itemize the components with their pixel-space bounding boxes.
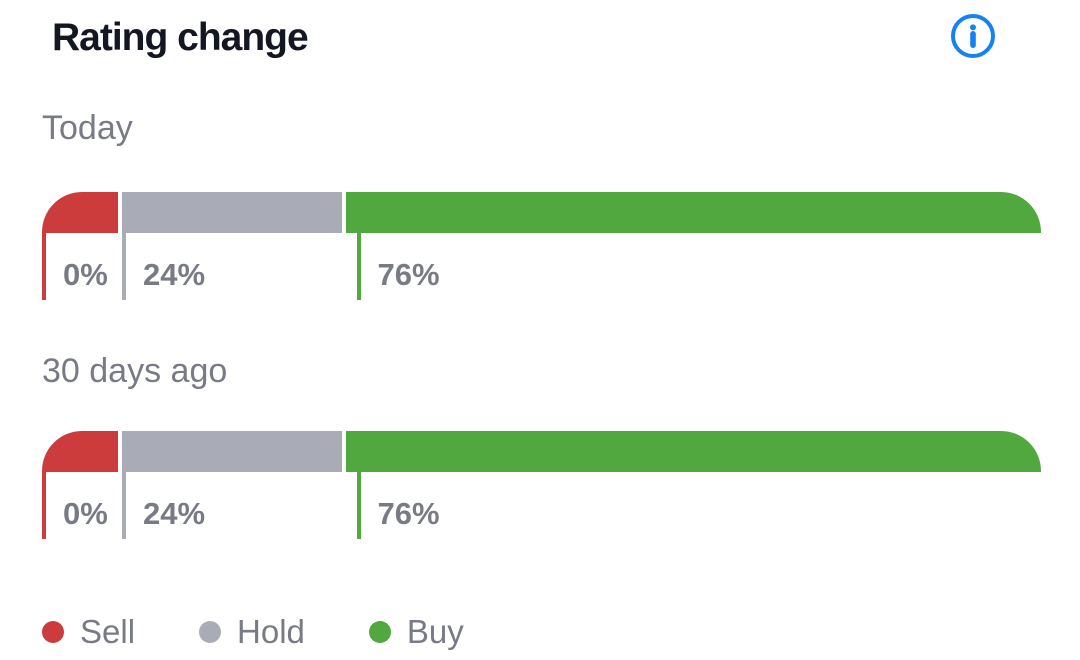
buy-dot-icon <box>368 621 391 643</box>
legend-item-hold: Hold <box>199 613 305 651</box>
legend-label-buy: Buy <box>406 613 464 650</box>
info-button[interactable] <box>949 12 997 60</box>
hold-dot-icon <box>199 621 222 643</box>
period-label-30-days-ago: 30 days ago <box>42 352 228 390</box>
hold-percent-label: 24% <box>122 233 353 300</box>
legend-label-sell: Sell <box>80 613 136 650</box>
legend: Sell Hold Buy <box>42 613 1041 651</box>
period-label-today: Today <box>42 109 133 147</box>
rating-bar-30-days-ago <box>42 431 1041 472</box>
legend-label-hold: Hold <box>237 613 305 650</box>
buy-segment <box>345 192 1041 233</box>
sell-segment <box>42 192 118 233</box>
buy-percent-label: 76% <box>356 472 1041 539</box>
legend-item-sell: Sell <box>42 613 135 651</box>
buy-percent-label: 76% <box>356 233 1041 300</box>
sell-percent-label: 0% <box>42 233 118 300</box>
widget-header: Rating change <box>42 14 1041 62</box>
rating-bar-today <box>42 192 1041 233</box>
hold-segment <box>122 431 342 472</box>
hold-segment <box>122 192 342 233</box>
sell-percent-label: 0% <box>42 472 118 539</box>
rating-bar-today-labels: 0% 24% 76% <box>42 233 1041 300</box>
sell-dot-icon <box>42 621 64 643</box>
legend-item-buy: Buy <box>368 613 464 651</box>
info-icon <box>951 14 995 58</box>
hold-percent-label: 24% <box>122 472 353 539</box>
buy-segment <box>345 431 1041 472</box>
rating-bar-30-days-ago-labels: 0% 24% 76% <box>42 472 1041 539</box>
sell-segment <box>42 431 118 472</box>
widget-title: Rating change <box>52 16 309 59</box>
